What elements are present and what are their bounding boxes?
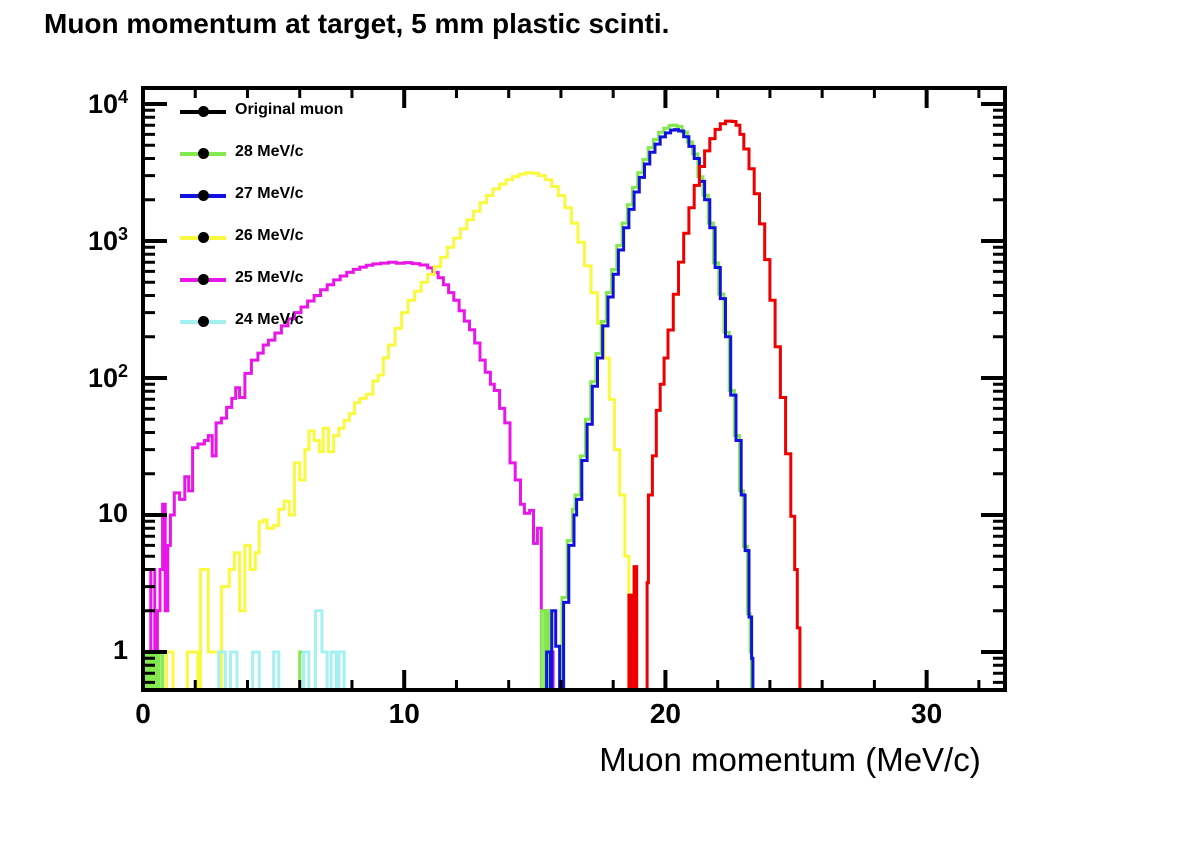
legend-marker-dot xyxy=(198,148,209,159)
y-tick-label: 104 xyxy=(87,87,128,119)
legend-label: 26 MeV/c xyxy=(235,227,304,244)
series-group xyxy=(143,119,802,690)
legend-label: 28 MeV/c xyxy=(235,143,304,160)
legend-marker-dot xyxy=(198,274,209,285)
series-path-26-mev-c xyxy=(165,171,635,690)
series-path-24-mev-c xyxy=(217,609,346,690)
x-tick-label: 20 xyxy=(649,698,681,729)
x-tick-label: 0 xyxy=(135,698,151,729)
series-path-25-mev-c xyxy=(149,260,555,690)
x-axis-title: Muon momentum (MeV/c) xyxy=(599,741,981,778)
minor-ticks xyxy=(143,88,1005,690)
plot-frame xyxy=(141,86,1007,692)
series-path-28-mev-c xyxy=(143,123,753,690)
legend-label: Original muon xyxy=(235,101,344,118)
series-path-red-overlay xyxy=(627,119,802,690)
legend-label: 25 MeV/c xyxy=(235,269,304,286)
chart-title: Muon momentum at target, 5 mm plastic sc… xyxy=(44,8,670,39)
legend-marker-dot xyxy=(198,190,209,201)
y-tick-label: 1 xyxy=(112,635,128,665)
legend-marker-dot xyxy=(198,316,209,327)
legend-label: 27 MeV/c xyxy=(235,185,304,202)
y-tick-label: 102 xyxy=(87,361,128,393)
major-ticks xyxy=(141,88,1005,690)
x-tick-label: 10 xyxy=(388,698,420,729)
series-path-27-mev-c xyxy=(545,128,755,690)
y-tick-label: 10 xyxy=(97,498,128,528)
x-tick-label: 30 xyxy=(911,698,943,729)
legend-label: 24 MeV/c xyxy=(235,311,304,328)
legend-marker-dot xyxy=(198,232,209,243)
legend-marker-dot xyxy=(198,106,209,117)
y-tick-label: 103 xyxy=(87,224,128,256)
